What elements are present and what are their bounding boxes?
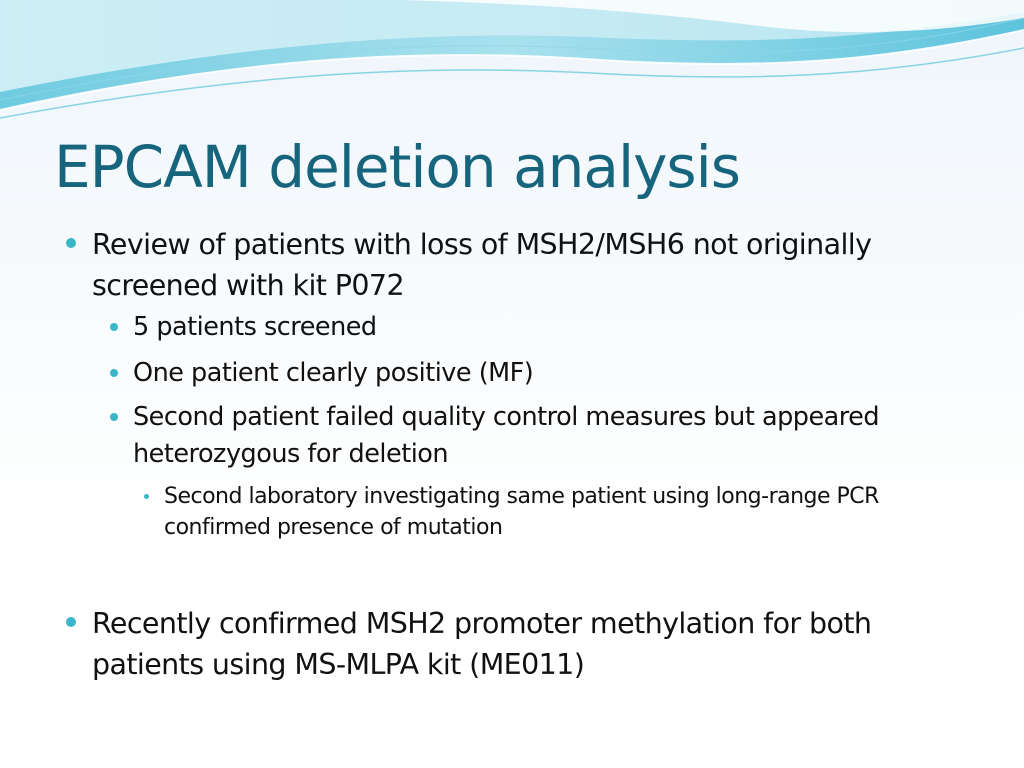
bullet-text: Second patient failed quality control me… bbox=[133, 402, 880, 469]
bullet-dot-icon bbox=[66, 617, 76, 627]
bullet-item: Recently confirmed MSH2 promoter methyla… bbox=[66, 603, 982, 685]
bullet-dot-icon bbox=[144, 494, 149, 499]
sub-bullet-item: One patient clearly positive (MF) bbox=[110, 355, 953, 392]
bullet-dot-icon bbox=[66, 238, 76, 248]
bullet-text: Recently confirmed MSH2 promoter methyla… bbox=[92, 607, 872, 681]
bullet-text: One patient clearly positive (MF) bbox=[133, 358, 534, 388]
bullet-dot-icon bbox=[110, 413, 118, 421]
sub-sub-bullet-item: Second laboratory investigating same pat… bbox=[144, 481, 954, 543]
sub-bullet-item: 5 patients screened bbox=[110, 309, 953, 346]
bullet-dot-icon bbox=[110, 369, 118, 377]
bullet-item: Review of patients with loss of MSH2/MSH… bbox=[66, 224, 982, 306]
bullet-text: 5 patients screened bbox=[133, 312, 377, 342]
slide-title: EPCAM deletion analysis bbox=[54, 133, 741, 201]
header-wave-decoration bbox=[0, 0, 1024, 119]
bullet-text: Second laboratory investigating same pat… bbox=[164, 484, 879, 540]
bullet-dot-icon bbox=[110, 323, 118, 331]
sub-bullet-item: Second patient failed quality control me… bbox=[110, 399, 953, 473]
bullet-text: Review of patients with loss of MSH2/MSH… bbox=[92, 228, 872, 302]
